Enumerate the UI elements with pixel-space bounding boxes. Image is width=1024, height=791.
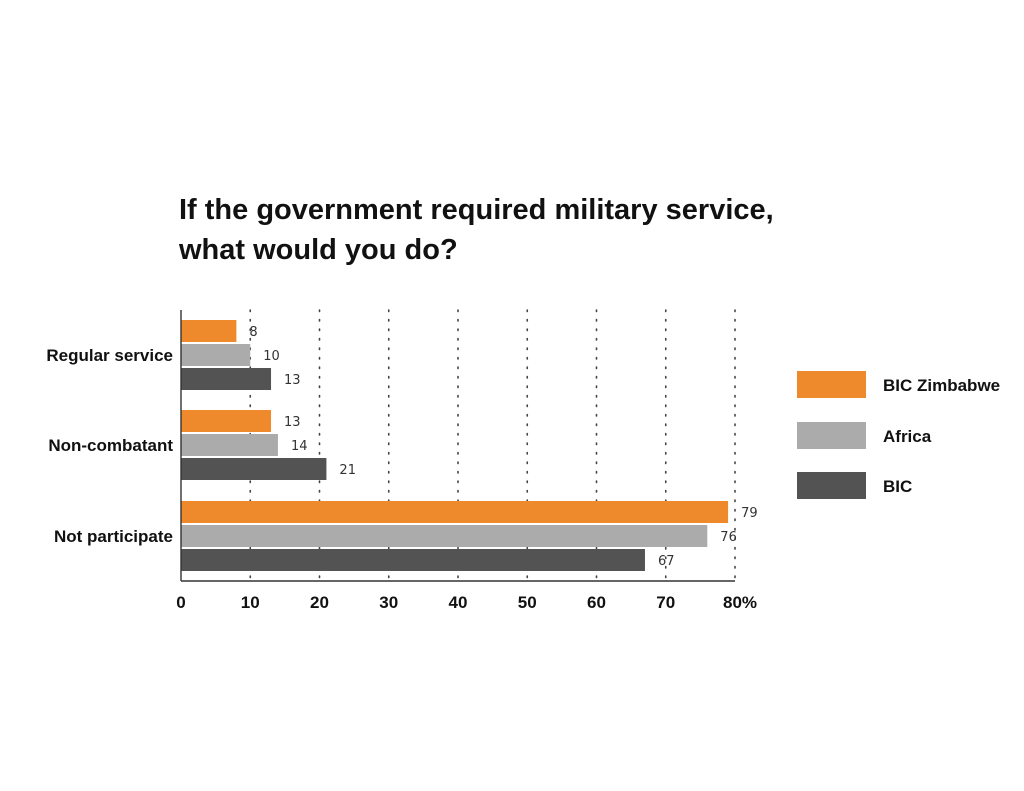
bar-regular-service-africa bbox=[181, 344, 251, 366]
x-tick-label-80: 80% bbox=[723, 593, 757, 612]
value-label-non-combatant-africa: 14 bbox=[291, 439, 308, 454]
value-label-regular-service-bic: 13 bbox=[284, 373, 301, 388]
chart-title-line-2: what would you do? bbox=[179, 234, 458, 266]
x-tick-label-50: 50 bbox=[518, 593, 537, 612]
legend: BIC Zimbabwe Africa BIC bbox=[797, 371, 1000, 499]
x-tick-label-0: 0 bbox=[176, 593, 185, 612]
value-label-not-participate-bic-zimbabwe: 79 bbox=[741, 506, 758, 521]
x-tick-label-70: 70 bbox=[656, 593, 675, 612]
legend-label-africa: Africa bbox=[883, 427, 932, 446]
bar-regular-service-bic bbox=[181, 368, 272, 390]
bar-regular-service-bic-zimbabwe bbox=[181, 320, 237, 342]
bar-not-participate-bic bbox=[181, 549, 645, 571]
category-label-regular-service: Regular service bbox=[46, 346, 173, 365]
x-tick-label-30: 30 bbox=[379, 593, 398, 612]
value-label-regular-service-bic-zimbabwe: 8 bbox=[249, 325, 257, 340]
category-label-not-participate: Not participate bbox=[54, 527, 173, 546]
chart-title-line-1: If the government required military serv… bbox=[179, 194, 774, 226]
x-tick-label-40: 40 bbox=[449, 593, 468, 612]
legend-label-bic: BIC bbox=[883, 477, 912, 496]
value-label-not-participate-africa: 76 bbox=[720, 530, 737, 545]
category-label-non-combatant: Non-combatant bbox=[48, 436, 173, 455]
bar-non-combatant-bic-zimbabwe bbox=[181, 410, 272, 432]
value-label-non-combatant-bic-zimbabwe: 13 bbox=[284, 415, 301, 430]
value-label-regular-service-africa: 10 bbox=[263, 349, 280, 364]
chart-title: If the government required military serv… bbox=[179, 190, 879, 270]
value-label-non-combatant-bic: 21 bbox=[339, 463, 356, 478]
bar-non-combatant-africa bbox=[181, 434, 278, 456]
bar-non-combatant-bic bbox=[181, 458, 327, 480]
x-tick-label-10: 10 bbox=[241, 593, 260, 612]
value-label-not-participate-bic: 67 bbox=[658, 554, 675, 569]
legend-swatch-africa bbox=[797, 422, 866, 449]
legend-swatch-bic bbox=[797, 472, 866, 499]
legend-swatch-bic-zimbabwe bbox=[797, 371, 866, 398]
bar-not-participate-bic-zimbabwe bbox=[181, 501, 729, 523]
axes bbox=[180, 310, 735, 582]
x-tick-label-60: 60 bbox=[587, 593, 606, 612]
legend-label-bic-zimbabwe: BIC Zimbabwe bbox=[883, 376, 1000, 395]
x-tick-label-20: 20 bbox=[310, 593, 329, 612]
bars bbox=[181, 320, 729, 571]
labels: 8 10 13 Regular service 13 14 21 Non-combatant 7… bbox=[46, 325, 757, 612]
bar-not-participate-africa bbox=[181, 525, 708, 547]
